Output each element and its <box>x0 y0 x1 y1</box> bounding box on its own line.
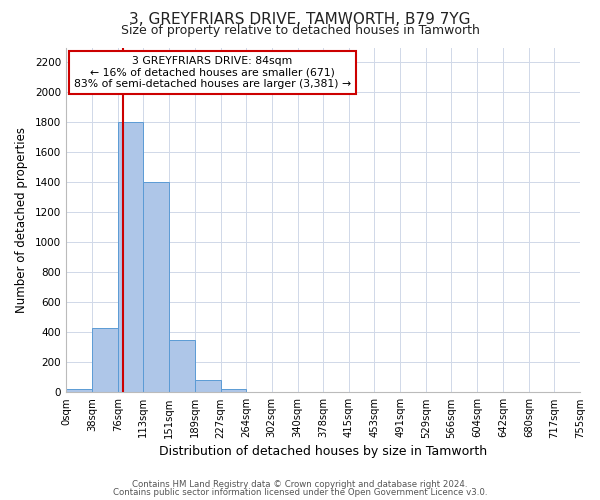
Bar <box>195 380 221 392</box>
Text: Contains HM Land Registry data © Crown copyright and database right 2024.: Contains HM Land Registry data © Crown c… <box>132 480 468 489</box>
Bar <box>143 182 169 392</box>
Bar <box>169 340 195 392</box>
Text: 3, GREYFRIARS DRIVE, TAMWORTH, B79 7YG: 3, GREYFRIARS DRIVE, TAMWORTH, B79 7YG <box>129 12 471 26</box>
Y-axis label: Number of detached properties: Number of detached properties <box>15 127 28 313</box>
Text: Contains public sector information licensed under the Open Government Licence v3: Contains public sector information licen… <box>113 488 487 497</box>
Text: Size of property relative to detached houses in Tamworth: Size of property relative to detached ho… <box>121 24 479 37</box>
Bar <box>92 328 118 392</box>
X-axis label: Distribution of detached houses by size in Tamworth: Distribution of detached houses by size … <box>159 444 487 458</box>
Bar <box>221 388 246 392</box>
Bar <box>118 122 143 392</box>
Text: 3 GREYFRIARS DRIVE: 84sqm
← 16% of detached houses are smaller (671)
83% of semi: 3 GREYFRIARS DRIVE: 84sqm ← 16% of detac… <box>74 56 351 90</box>
Bar <box>66 390 92 392</box>
